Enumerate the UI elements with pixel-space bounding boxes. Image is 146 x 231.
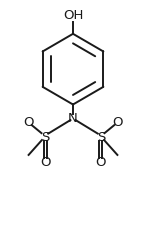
Text: S: S	[41, 131, 49, 143]
Text: O: O	[112, 116, 123, 129]
Text: S: S	[97, 131, 105, 143]
Text: O: O	[96, 156, 106, 169]
Text: N: N	[68, 111, 78, 124]
Text: OH: OH	[63, 9, 83, 22]
Text: O: O	[40, 156, 50, 169]
Text: O: O	[23, 116, 34, 129]
